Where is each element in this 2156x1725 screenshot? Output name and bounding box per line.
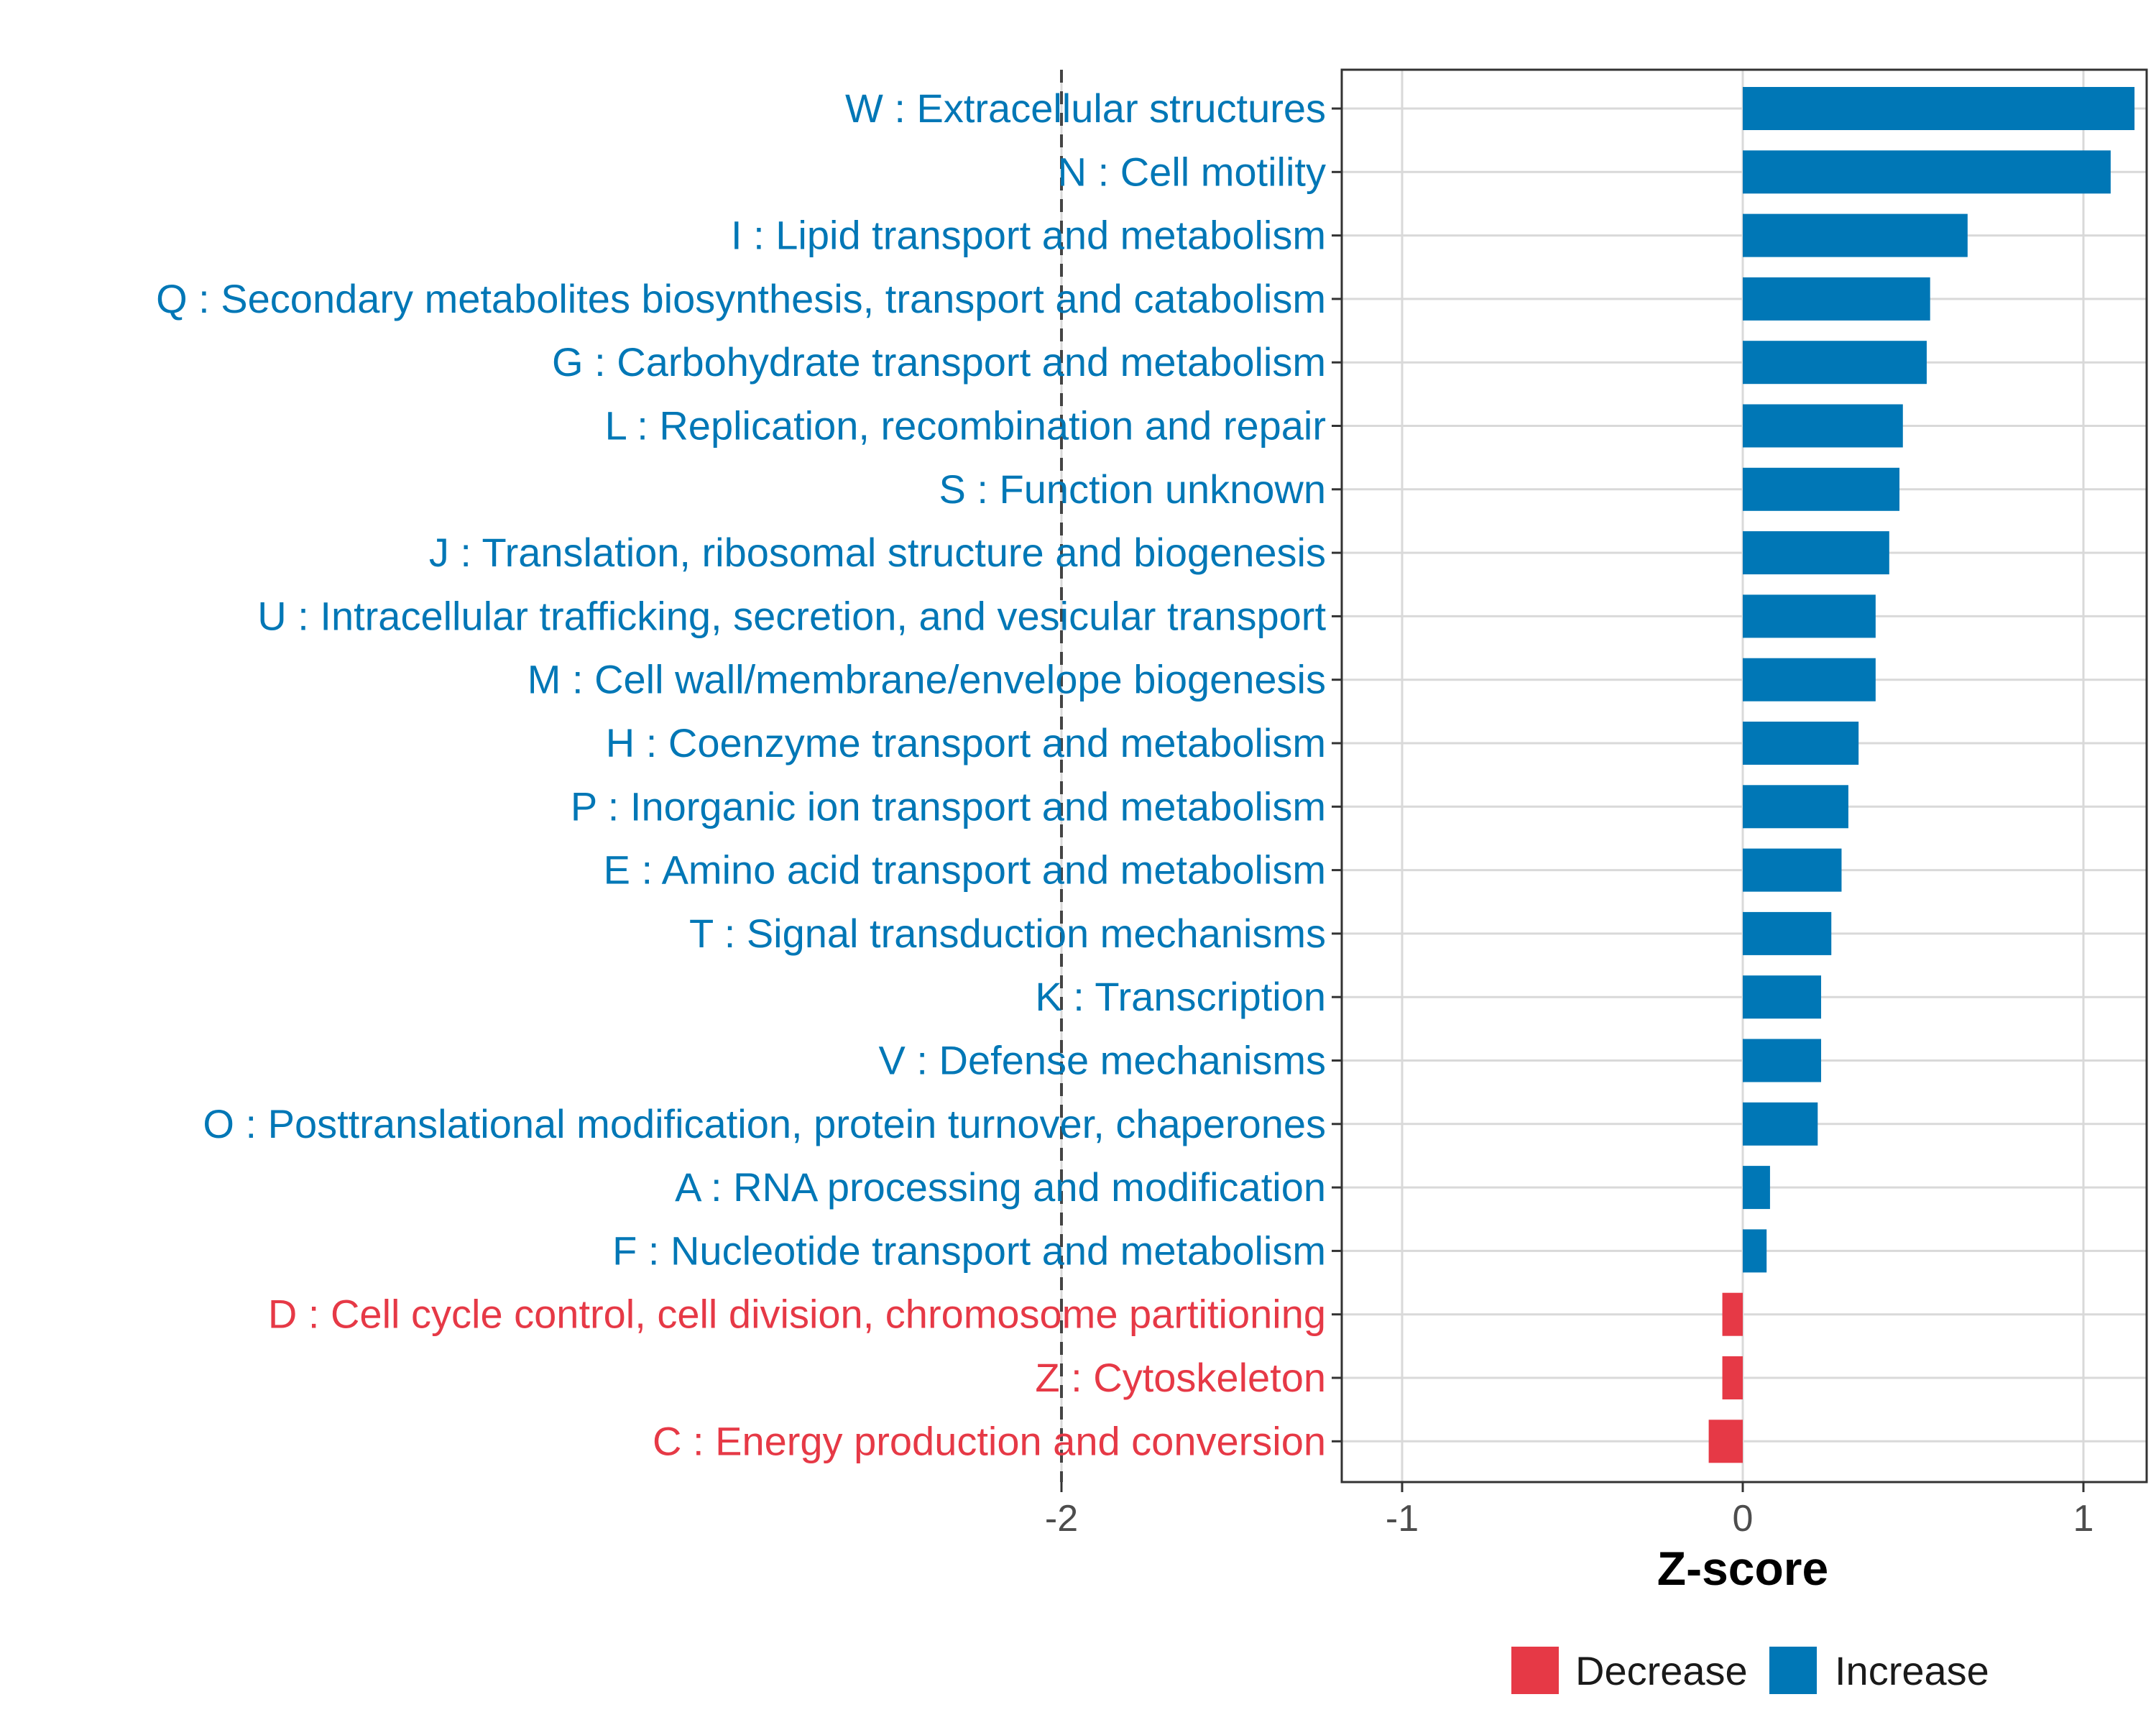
- bar: [1743, 404, 1903, 448]
- bar: [1743, 975, 1822, 1019]
- category-label: Z : Cytoskeleton: [1035, 1355, 1326, 1400]
- bar: [1722, 1356, 1743, 1399]
- category-labels: W : Extracellular structures N : Cell mot…: [156, 86, 1342, 1463]
- bar: [1743, 1166, 1770, 1210]
- category-label: L : Replication, recombination and repai…: [605, 403, 1326, 448]
- category-label: T : Signal transduction mechanisms: [689, 911, 1326, 956]
- category-label: V : Defense mechanisms: [879, 1038, 1326, 1083]
- category-label: N : Cell motility: [1058, 149, 1326, 194]
- legend-swatch: [1511, 1647, 1559, 1694]
- category-label: W : Extracellular structures: [845, 86, 1326, 131]
- bar: [1743, 87, 2135, 130]
- category-label: E : Amino acid transport and metabolism: [604, 847, 1326, 893]
- legend-label: Increase: [1835, 1648, 1989, 1693]
- bar: [1743, 911, 1832, 955]
- category-label: M : Cell wall/membrane/envelope biogenes…: [528, 657, 1326, 702]
- bar: [1743, 848, 1842, 892]
- x-tick-label: 0: [1733, 1498, 1754, 1540]
- category-label: U : Intracellular trafficking, secretion…: [257, 593, 1326, 638]
- reference-lines: [1060, 70, 1063, 1482]
- category-label: Q : Secondary metabolites biosynthesis, …: [156, 276, 1326, 321]
- category-label: O : Posttranslational modification, prot…: [203, 1101, 1326, 1146]
- bar: [1743, 213, 1968, 257]
- category-label: F : Nucleotide transport and metabolism: [612, 1228, 1326, 1273]
- category-label: G : Carbohydrate transport and metabolis…: [552, 339, 1326, 385]
- category-label: S : Function unknown: [939, 466, 1326, 512]
- bar: [1743, 1039, 1822, 1082]
- bar: [1722, 1292, 1743, 1336]
- bar: [1743, 467, 1900, 511]
- bar: [1743, 277, 1930, 321]
- bar: [1743, 1102, 1818, 1146]
- bar: [1743, 785, 1848, 829]
- bar: [1743, 531, 1889, 575]
- bar: [1743, 341, 1927, 385]
- category-label: A : RNA processing and modification: [675, 1164, 1326, 1210]
- bar: [1743, 1229, 1767, 1273]
- legend: Decrease Increase: [1511, 1647, 1989, 1694]
- x-tick-label: 1: [2073, 1498, 2094, 1540]
- bar: [1743, 594, 1876, 638]
- category-label: P : Inorganic ion transport and metaboli…: [571, 783, 1326, 829]
- panel-border: [1340, 68, 2148, 1484]
- category-label: K : Transcription: [1035, 974, 1326, 1019]
- category-label: C : Energy production and conversion: [653, 1418, 1326, 1463]
- bar: [1743, 150, 2111, 194]
- x-axis-title: Z-score: [1657, 1542, 1828, 1595]
- bars: [1708, 87, 2135, 1463]
- legend-label: Decrease: [1575, 1648, 1748, 1693]
- legend-swatch: [1769, 1647, 1817, 1694]
- category-label: I : Lipid transport and metabolism: [731, 213, 1326, 258]
- category-label: D : Cell cycle control, cell division, c…: [268, 1292, 1326, 1337]
- x-axis-ticks: -2-1012: [1045, 1482, 2094, 1540]
- bar: [1743, 722, 1859, 765]
- bar: [1708, 1420, 1743, 1463]
- x-tick-label: -1: [1386, 1498, 1419, 1540]
- x-tick-label: -2: [1045, 1498, 1078, 1540]
- bar: [1743, 658, 1876, 702]
- category-label: H : Coenzyme transport and metabolism: [606, 720, 1326, 765]
- category-label: J : Translation, ribosomal structure and…: [429, 530, 1326, 575]
